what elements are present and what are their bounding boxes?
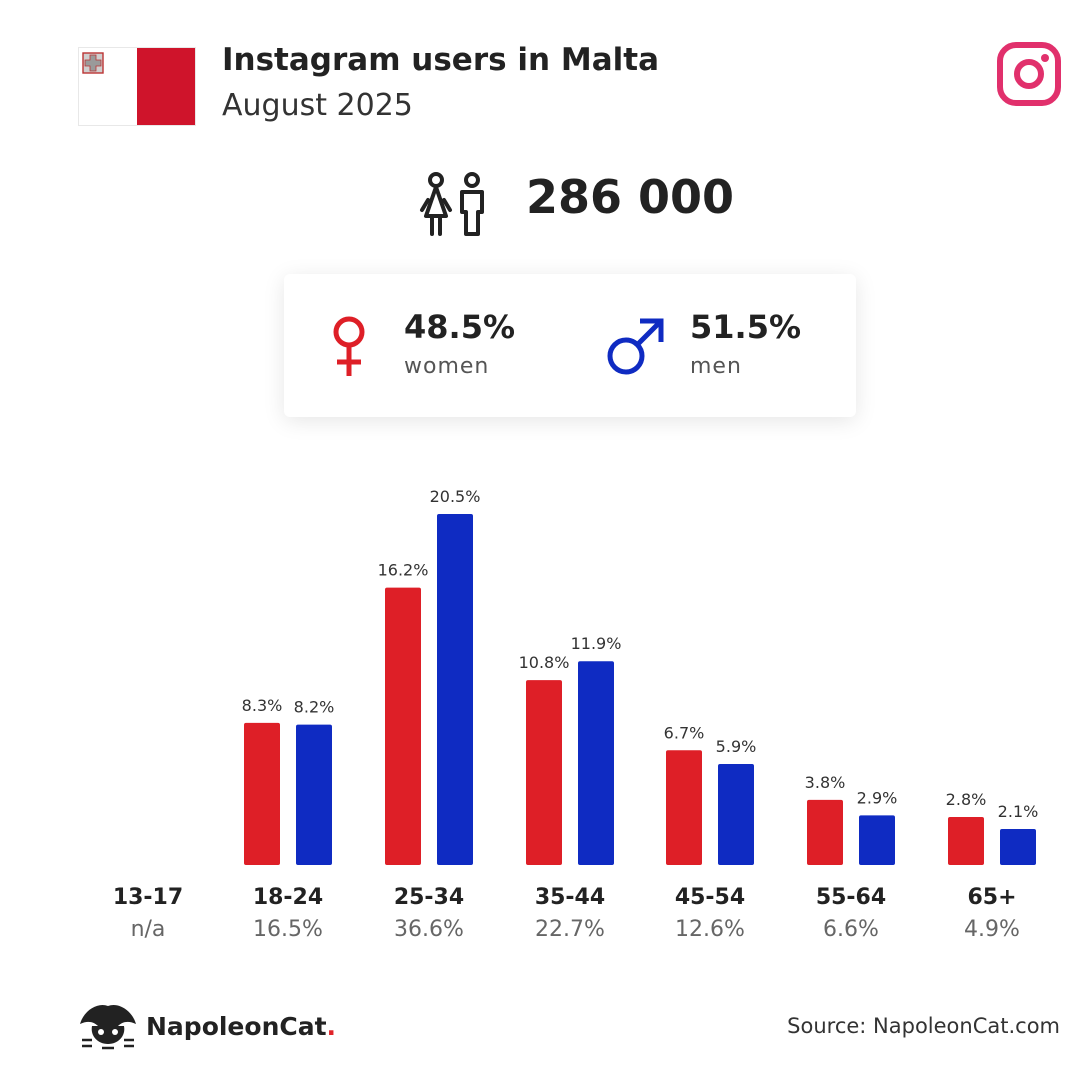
male-icon — [607, 318, 664, 375]
data-label-women-65+: 2.8% — [946, 790, 987, 809]
malta-flag — [78, 47, 196, 126]
brand-name: NapoleonCat. — [146, 1012, 336, 1041]
brand: NapoleonCat. — [78, 1000, 336, 1052]
data-label-women-25-34: 16.2% — [378, 561, 429, 580]
bar-men-18-24 — [296, 724, 332, 865]
bar-men-55-64 — [859, 815, 895, 865]
gender-card — [284, 274, 856, 417]
data-label-women-45-54: 6.7% — [664, 723, 705, 742]
age-share-45-54: 12.6% — [675, 917, 745, 942]
bar-women-18-24 — [244, 722, 280, 865]
users-icon — [420, 172, 484, 236]
bar-women-25-34 — [385, 587, 421, 865]
bar-men-65+ — [1000, 829, 1036, 865]
women-label: women — [404, 354, 490, 379]
data-label-women-35-44: 10.8% — [519, 653, 570, 672]
data-label-women-55-64: 3.8% — [805, 773, 846, 792]
flag-white-half — [79, 48, 137, 125]
data-label-men-25-34: 20.5% — [430, 487, 481, 506]
age-label-35-44: 35-44 — [534, 885, 606, 910]
data-label-women-18-24: 8.3% — [242, 696, 283, 715]
bar-women-45-54 — [666, 750, 702, 865]
bar-men-25-34 — [437, 514, 473, 865]
bar-men-35-44 — [578, 661, 614, 865]
bar-women-55-64 — [807, 799, 843, 865]
page-title: Instagram users in Malta — [222, 42, 659, 78]
men-label: men — [690, 354, 742, 379]
napoleoncat-logo-icon — [80, 1004, 136, 1050]
total-users: 286 000 — [526, 170, 735, 224]
age-label-25-34: 25-34 — [393, 885, 465, 910]
data-label-men-35-44: 11.9% — [571, 634, 622, 653]
brand-dot: . — [326, 1011, 337, 1041]
age-share-13-17: n/a — [130, 917, 166, 942]
age-share-35-44: 22.7% — [535, 917, 605, 942]
age-label-55-64: 55-64 — [815, 885, 887, 910]
age-label-65-plus: 65+ — [967, 885, 1017, 910]
bar-women-65+ — [948, 817, 984, 865]
bar-men-45-54 — [718, 763, 754, 865]
instagram-icon — [997, 42, 1061, 106]
george-cross-icon — [82, 52, 104, 74]
age-label-13-17: 13-17 — [112, 885, 184, 910]
data-label-men-65+: 2.1% — [998, 802, 1039, 821]
data-label-men-55-64: 2.9% — [857, 788, 898, 807]
age-label-18-24: 18-24 — [252, 885, 324, 910]
source-text: Source: NapoleonCat.com — [787, 1014, 1060, 1038]
age-share-25-34: 36.6% — [394, 917, 464, 942]
flag-red-half — [137, 48, 195, 125]
data-label-men-45-54: 5.9% — [716, 737, 757, 756]
age-label-45-54: 45-54 — [674, 885, 746, 910]
age-share-55-64: 6.6% — [823, 917, 879, 942]
bar-women-35-44 — [526, 680, 562, 865]
men-percentage: 51.5% — [690, 308, 802, 346]
brand-name-text: NapoleonCat — [146, 1011, 327, 1041]
women-percentage: 48.5% — [404, 308, 516, 346]
age-share-65-plus: 4.9% — [964, 917, 1020, 942]
data-label-men-18-24: 8.2% — [294, 698, 335, 717]
age-share-18-24: 16.5% — [253, 917, 323, 942]
age-gender-bar-chart: 8.3% 8.2% 16.2% 20.5% 10.8%11.9% 6.7% 5.9% 3.8%… — [242, 487, 1039, 865]
page-subtitle: August 2025 — [222, 88, 413, 123]
female-icon — [333, 316, 365, 376]
